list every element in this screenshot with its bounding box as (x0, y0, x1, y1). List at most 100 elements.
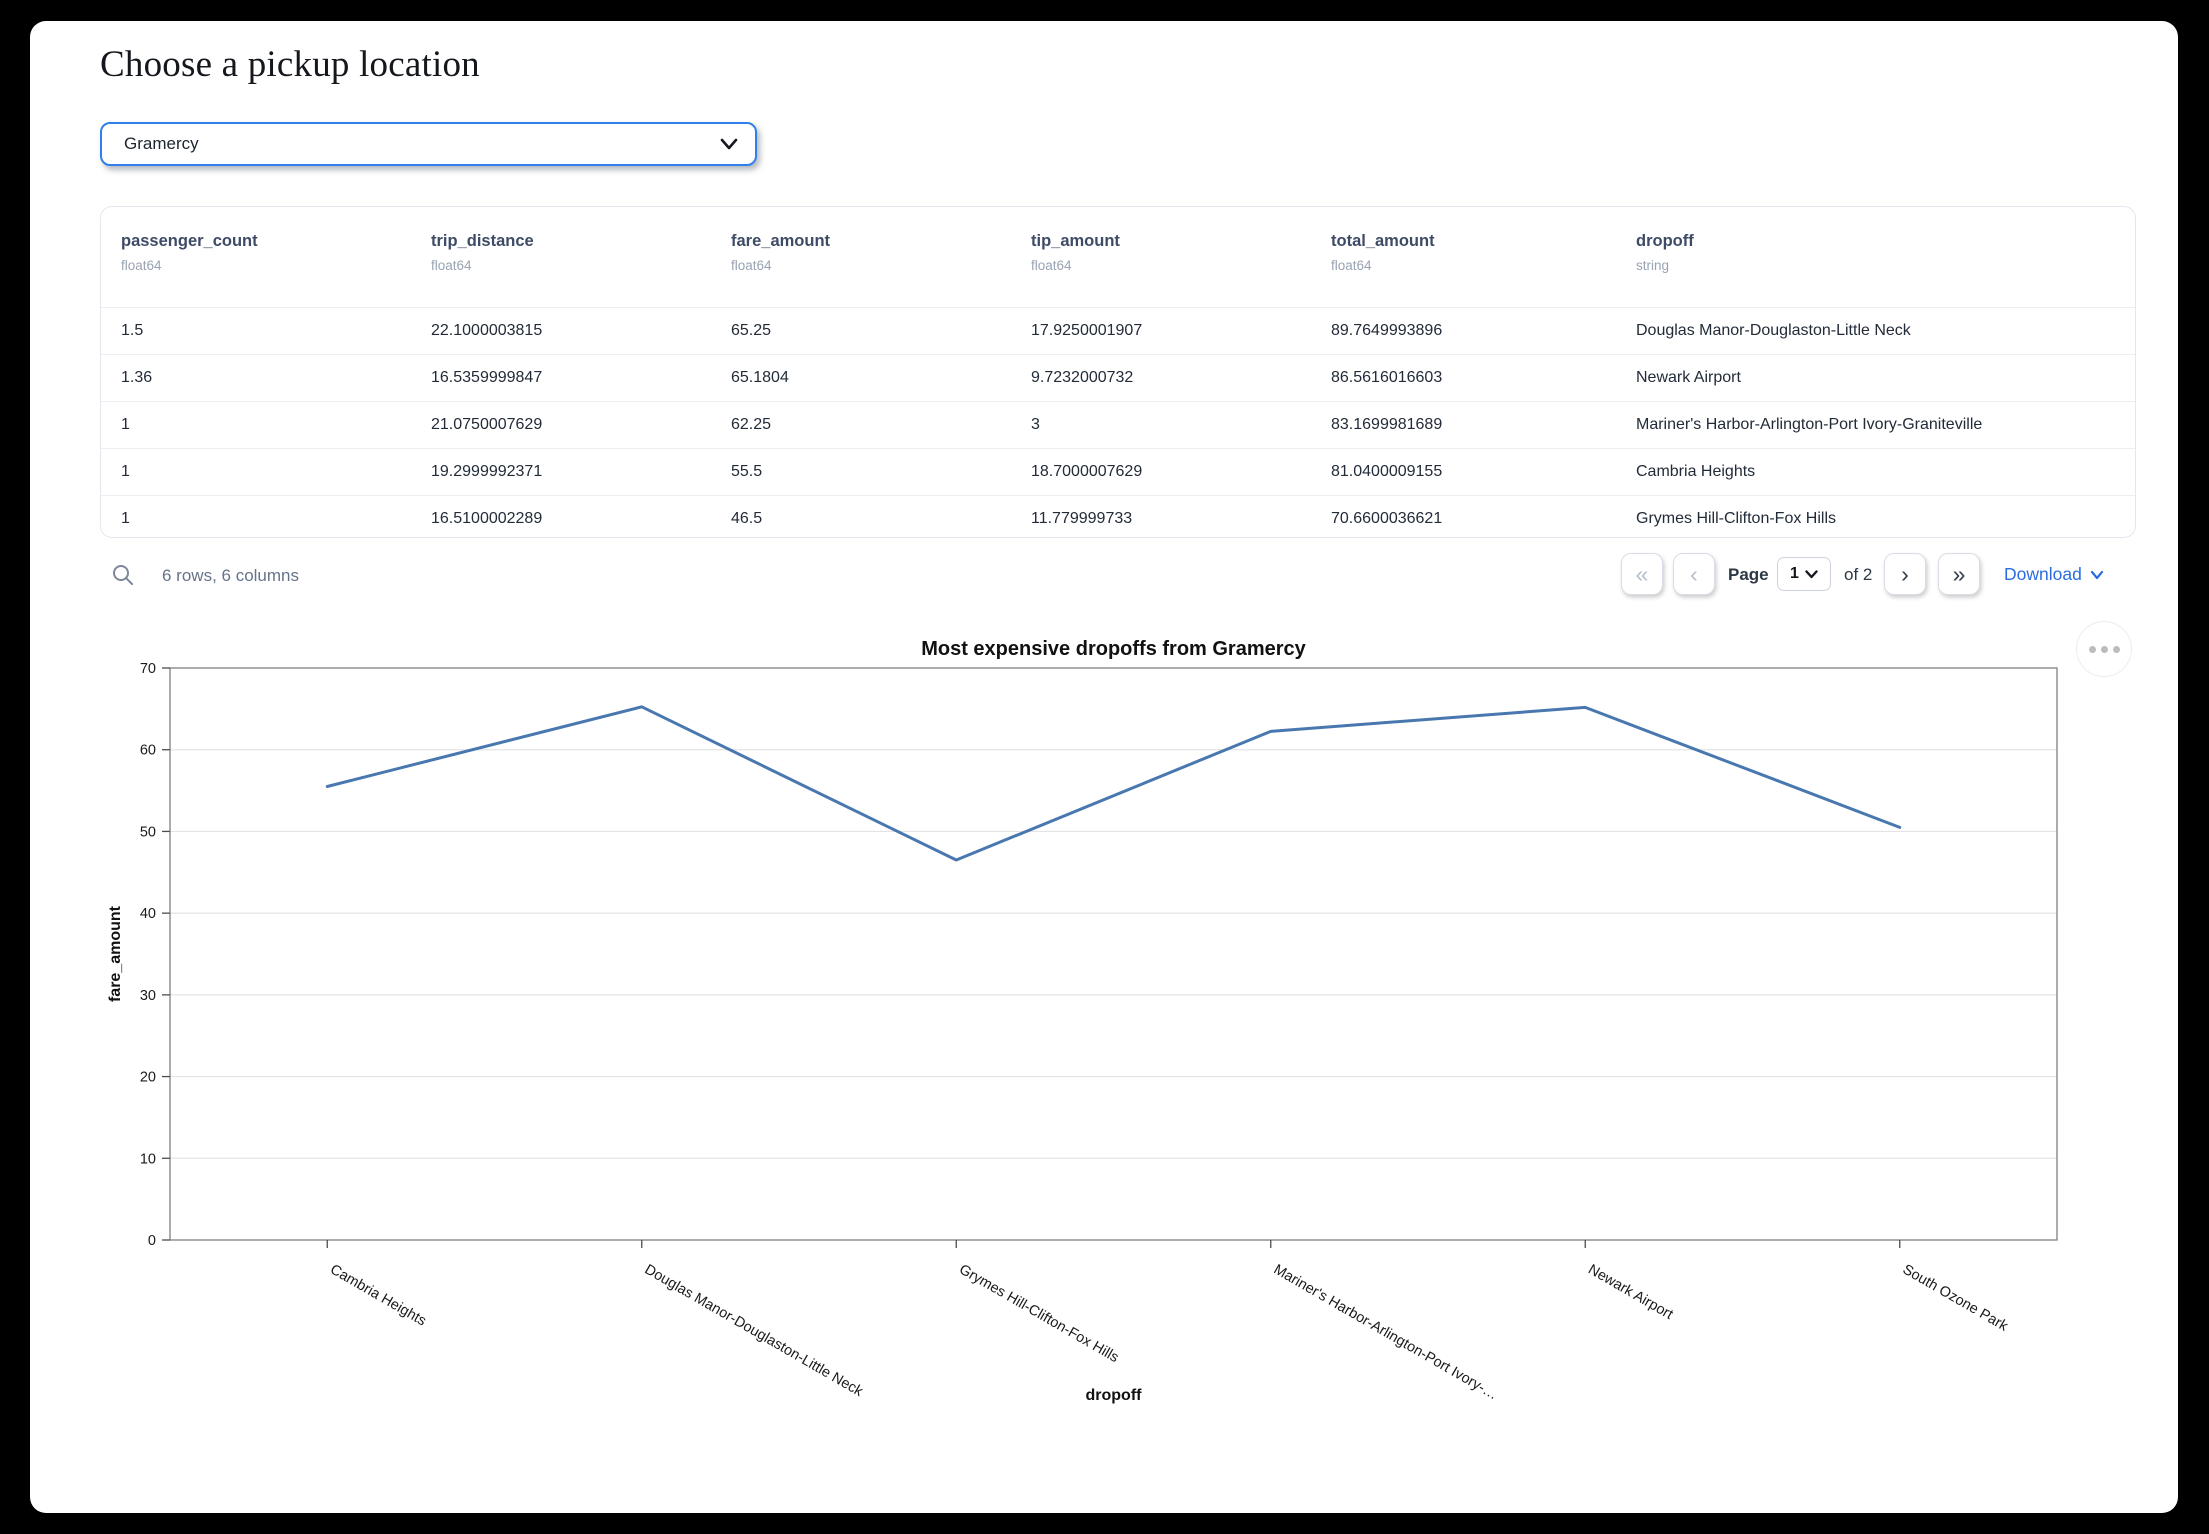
table-cell: 1 (121, 463, 130, 480)
last-page-button[interactable]: » (1938, 553, 1980, 595)
first-page-icon: « (1635, 560, 1649, 587)
pickup-location-value: Gramercy (124, 134, 199, 153)
table-cell: 19.2999992371 (431, 463, 543, 480)
table-body: 1.5 22.1000003815 65.25 17.9250001907 89.764… (101, 307, 2135, 537)
table-cell: 1 (121, 510, 130, 527)
page-number-select[interactable]: 1 (1777, 557, 1831, 591)
chart-title: Most expensive dropoffs from Gramercy (921, 638, 1306, 660)
table-row[interactable]: 1 21.0750007629 62.25 3 83.1699981689 Mariner… (101, 401, 2135, 448)
column-header-fare_amount[interactable]: fare_amount float64 (711, 207, 1011, 307)
chevron-down-icon (720, 138, 738, 150)
column-dtype: float64 (121, 258, 162, 273)
table-footer: 6 rows, 6 columns « ‹ Page 1 of 2 › » Do… (100, 553, 2166, 605)
chevron-down-icon (2090, 570, 2103, 579)
first-page-button[interactable]: « (1621, 553, 1663, 595)
table-cell: 16.5100002289 (431, 510, 543, 527)
table-cell: 86.5616016603 (1331, 369, 1443, 386)
more-options-icon (2088, 645, 2096, 653)
y-tick-label: 50 (140, 824, 156, 840)
column-dtype: string (1636, 258, 1670, 273)
table-row[interactable]: 1 19.2999992371 55.5 18.7000007629 81.040000… (101, 448, 2135, 495)
table-cell: 62.25 (731, 416, 772, 433)
x-tick-label: Douglas Manor-Douglaston-Little Neck (642, 1262, 866, 1401)
page-label: Page (1728, 565, 1769, 584)
pickup-location-select[interactable]: Gramercy (100, 122, 757, 166)
y-tick-label: 60 (140, 743, 156, 759)
plot-border (169, 667, 2058, 1241)
column-name: total_amount (1331, 232, 1435, 250)
chevron-down-icon (1805, 569, 1818, 578)
column-name: tip_amount (1031, 232, 1120, 250)
table-cell: Douglas Manor-Douglaston-Little Neck (1636, 322, 1911, 339)
table-cell: 1.5 (121, 322, 144, 339)
table-cell: Grymes Hill-Clifton-Fox Hills (1636, 510, 1837, 527)
column-dtype: float64 (431, 258, 472, 273)
y-tick-label: 30 (140, 988, 156, 1004)
column-header-tip_amount[interactable]: tip_amount float64 (1011, 207, 1311, 307)
column-dtype: float64 (1031, 258, 1072, 273)
y-tick-label: 0 (148, 1233, 156, 1249)
table-cell: 16.5359999847 (431, 369, 543, 386)
table-cell: 81.0400009155 (1331, 463, 1443, 480)
table-summary: 6 rows, 6 columns (162, 566, 299, 585)
column-name: passenger_count (121, 232, 258, 250)
table-cell: 70.6600036621 (1331, 510, 1443, 527)
column-name: fare_amount (731, 232, 831, 250)
search-icon (113, 565, 133, 585)
table-cell: 1 (121, 416, 130, 433)
column-dtype: float64 (731, 258, 772, 273)
next-page-icon: › (1901, 560, 1909, 587)
table-cell: 22.1000003815 (431, 322, 543, 339)
table-cell: Newark Airport (1636, 369, 1741, 386)
y-tick-label: 20 (140, 1070, 156, 1086)
x-tick-label: Newark Airport (1585, 1262, 1675, 1323)
table-cell: 18.7000007629 (1031, 463, 1143, 480)
x-tick-label: South Ozone Park (1900, 1262, 2011, 1335)
table-cell: 46.5 (731, 510, 763, 527)
table-row[interactable]: 1.36 16.5359999847 65.1804 9.7232000732 86.5… (101, 354, 2135, 401)
last-page-icon: » (1952, 560, 1966, 587)
column-name: trip_distance (431, 232, 534, 250)
table-row[interactable]: 1 16.5100002289 46.5 11.779999733 70.6600036… (101, 495, 2135, 537)
page-title: Choose a pickup location (100, 44, 480, 85)
column-header-total_amount[interactable]: total_amount float64 (1311, 207, 1616, 307)
table-row[interactable]: 1.5 22.1000003815 65.25 17.9250001907 89.764… (101, 307, 2135, 354)
column-header-dropoff[interactable]: dropoff string (1616, 207, 2135, 307)
table-cell: Mariner's Harbor-Arlington-Port Ivory-Gr… (1636, 416, 1983, 433)
next-page-button[interactable]: › (1884, 553, 1926, 595)
search-button[interactable] (110, 563, 136, 589)
table-cell: 21.0750007629 (431, 416, 543, 433)
table-cell: Cambria Heights (1636, 463, 1756, 480)
x-tick-label: Grymes Hill-Clifton-Fox Hills (956, 1262, 1121, 1366)
table-cell: 55.5 (731, 463, 763, 480)
y-axis-label: fare_amount (107, 905, 124, 1002)
app-card: Choose a pickup location Gramercy passen… (30, 21, 2178, 1513)
table-cell: 65.25 (731, 322, 772, 339)
table-cell: 1.36 (121, 369, 153, 386)
table-cell: 11.779999733 (1031, 510, 1133, 527)
prev-page-button[interactable]: ‹ (1673, 553, 1715, 595)
page-of-label: of 2 (1844, 565, 1873, 584)
column-dtype: float64 (1331, 258, 1372, 273)
column-header-trip_distance[interactable]: trip_distance float64 (411, 207, 711, 307)
table-cell: 9.7232000732 (1031, 369, 1134, 386)
column-name: dropoff (1636, 232, 1694, 250)
prev-page-icon: ‹ (1690, 560, 1698, 587)
table-cell: 3 (1031, 416, 1040, 433)
chart-menu-button[interactable] (2076, 621, 2132, 677)
data-line (325, 705, 1902, 862)
download-label: Download (2004, 564, 2082, 584)
download-button[interactable]: Download (2004, 564, 2104, 585)
fare-amount-line-chart: 0 10 20 30 40 50 60 70 Cambria Heights Douglas Ma… (107, 638, 2058, 1404)
table-cell: 17.9250001907 (1031, 322, 1143, 339)
x-tick-label: Cambria Heights (327, 1262, 429, 1330)
page-number-value: 1 (1790, 565, 1799, 582)
x-axis-label: dropoff (1086, 1387, 1143, 1404)
column-header-passenger_count[interactable]: passenger_count float64 (101, 207, 411, 307)
table-cell: 65.1804 (731, 369, 789, 386)
table-cell: 89.7649993896 (1331, 322, 1443, 339)
y-tick-label: 40 (140, 906, 156, 922)
y-tick-label: 10 (140, 1151, 156, 1167)
